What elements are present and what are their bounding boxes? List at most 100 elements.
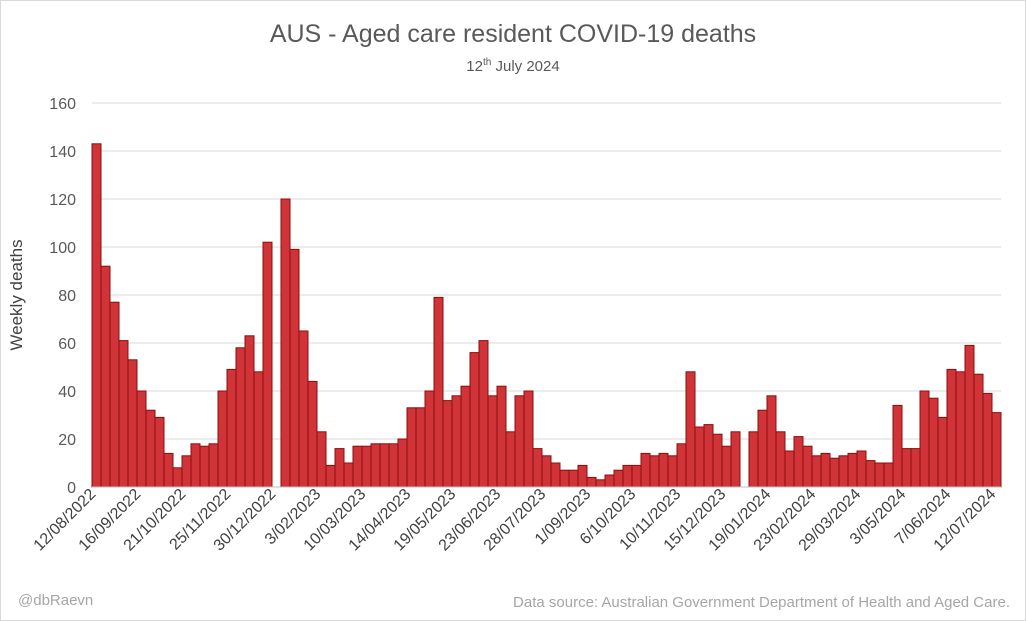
bar-14/04/2023 [406,407,417,488]
bar-31/05/2024 [937,416,948,488]
bar-3/11/2023 [667,455,678,488]
bar-28/07/2023 [541,455,552,488]
subtitle-day: 12 [466,58,483,75]
bar-16/06/2023 [487,395,498,488]
bar-11/11/2022 [208,443,219,488]
bar-8/12/2023 [712,433,723,488]
bar-8/09/2023 [595,479,606,488]
bar-20/10/2023 [649,455,660,488]
y-tick-label-140: 140 [49,144,76,161]
chart-subtitle: 12th July 2024 [0,57,1026,75]
bar-12/04/2024 [874,462,885,488]
bar-7/10/2022 [163,452,174,488]
bar-17/03/2023 [370,443,381,488]
bar-31/03/2023 [388,443,399,488]
bar-10/02/2023 [325,464,336,488]
bar-16/09/2022 [136,390,147,488]
bar-14/10/2022 [172,467,183,488]
bar-17/05/2024 [919,390,930,488]
bar-6/01/2023 [280,198,291,488]
bar-9/06/2023 [478,340,489,488]
bar-26/01/2024 [775,431,786,488]
bar-21/10/2022 [181,455,192,488]
subtitle-ordinal: th [482,57,492,68]
bar-4/08/2023 [550,462,561,488]
y-tick-label-160: 160 [49,96,76,113]
bar-9/09/2022 [127,359,138,488]
bar-1/12/2023 [703,424,714,488]
bar-26/08/2022 [109,301,120,488]
bar-6/10/2023 [631,464,642,488]
bar-14/07/2023 [523,390,534,488]
bar-12/05/2023 [442,400,453,488]
chart-title: AUS - Aged care resident COVID-19 deaths [269,20,757,48]
bar-2/12/2022 [235,347,246,488]
y-tick-label-120: 120 [49,192,76,209]
bar-7/07/2023 [514,395,525,488]
bar-28/10/2022 [190,443,201,488]
bar-19/04/2024 [883,462,894,488]
bar-16/12/2022 [253,371,264,488]
bar-24/05/2024 [928,397,939,488]
bar-3/03/2023 [352,445,363,488]
bar-24/02/2023 [343,462,354,488]
bar-28/04/2023 [424,390,435,488]
bar-7/04/2023 [397,438,408,488]
bar-21/04/2023 [415,407,426,488]
bar-10/11/2023 [676,443,687,488]
bar-10/05/2024 [910,448,921,488]
y-tick-label-0: 0 [67,480,76,497]
y-tick-label-80: 80 [58,288,76,305]
bar-9/02/2024 [793,436,804,488]
bar-3/05/2024 [901,448,912,488]
bar-12/01/2024 [757,409,768,488]
bar-5/01/2024 [748,431,759,488]
bar-16/02/2024 [802,445,813,488]
bar-24/03/2023 [379,443,390,488]
bar-23/02/2024 [811,455,822,488]
bar-23/06/2023 [496,385,507,488]
bar-5/04/2024 [865,460,876,488]
bar-22/03/2024 [847,452,858,488]
y-tick-label-40: 40 [58,384,76,401]
bar-15/03/2024 [838,455,849,488]
bar-30/09/2022 [154,416,165,488]
bar-2/06/2023 [469,352,480,488]
bar-25/08/2023 [577,464,588,488]
bar-22/09/2023 [613,469,624,488]
bar-24/11/2023 [694,426,705,488]
bar-15/09/2023 [604,474,615,488]
bar-27/10/2023 [658,452,669,488]
bar-29/09/2023 [622,464,633,488]
data-source-note: Data source: Australian Government Depar… [513,594,1010,611]
bar-13/01/2023 [289,248,300,488]
bar-2/09/2022 [118,340,129,488]
bar-19/08/2022 [100,265,111,488]
bar-28/06/2024 [973,373,984,488]
bar-1/09/2023 [586,476,597,488]
bar-27/01/2023 [307,380,318,488]
bar-9/12/2022 [244,335,255,488]
bar-2/02/2024 [784,450,795,488]
bar-14/06/2024 [955,371,966,488]
bar-1/03/2024 [820,452,831,488]
bar-21/06/2024 [964,344,975,488]
bar-3/02/2023 [316,431,327,488]
y-tick-label-20: 20 [58,432,76,449]
bar-8/03/2024 [829,457,840,488]
bar-15/12/2023 [721,445,732,488]
bar-26/05/2023 [460,385,471,488]
bar-22/12/2023 [730,431,741,488]
bar-30/06/2023 [505,431,516,488]
bar-7/06/2024 [946,368,957,488]
bar-19/05/2023 [451,395,462,488]
bar-17/02/2023 [334,448,345,488]
bar-12/07/2024 [991,412,1002,488]
bar-21/07/2023 [532,448,543,488]
bar-5/07/2024 [982,392,993,488]
bar-10/03/2023 [361,445,372,488]
y-axis-ticks: 0 20 40 60 80 100 120 140 160 [49,96,76,497]
bar-4/11/2022 [199,445,210,488]
y-tick-label-60: 60 [58,336,76,353]
